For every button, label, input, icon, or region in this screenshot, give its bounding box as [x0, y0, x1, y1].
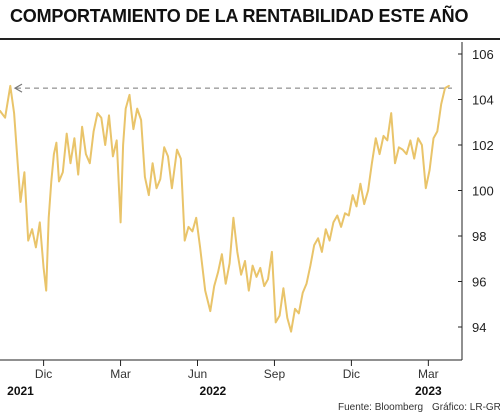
- y-tick-label: 106: [472, 47, 494, 62]
- x-tick-label: Dic: [343, 367, 360, 381]
- y-tick-label: 98: [472, 229, 486, 244]
- x-tick-label: Jun: [188, 367, 207, 381]
- source-note: Fuente: Bloomberg: [338, 402, 424, 413]
- x-tick-label: Dic: [35, 367, 52, 381]
- chart-title: COMPORTAMIENTO DE LA RENTABILIDAD ESTE A…: [10, 6, 469, 26]
- title-divider: [0, 38, 500, 40]
- reference-arrow-icon: [13, 83, 23, 93]
- x-tick-label: Mar: [110, 367, 131, 381]
- x-tick-label: Mar: [418, 367, 439, 381]
- credit-note: Gráfico: LR-GR: [432, 402, 500, 413]
- y-tick-label: 96: [472, 275, 486, 290]
- y-tick-label: 100: [472, 184, 494, 199]
- y-tick-label: 94: [472, 320, 486, 335]
- series-line: [0, 84, 450, 333]
- year-label: 2022: [200, 384, 227, 398]
- year-label: 2021: [7, 384, 34, 398]
- year-label: 2023: [415, 384, 442, 398]
- x-tick-label: Sep: [264, 367, 286, 381]
- y-tick-label: 102: [472, 138, 494, 153]
- y-tick-label: 104: [472, 93, 494, 108]
